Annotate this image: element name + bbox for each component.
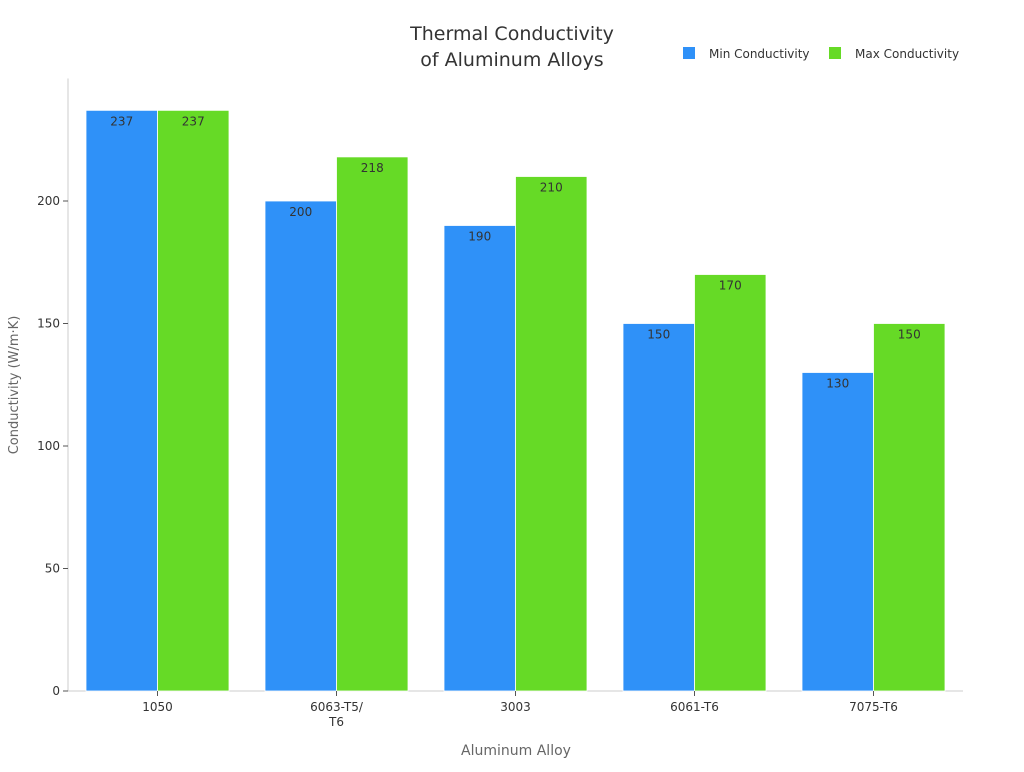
- y-tick-label: 100: [37, 439, 60, 453]
- bar-min: [85, 109, 158, 692]
- data-label: 218: [361, 161, 384, 175]
- legend-label: Max Conductivity: [855, 47, 959, 61]
- data-label: 210: [540, 181, 563, 195]
- data-label: 190: [468, 230, 491, 244]
- x-tick-label: 6061-T6: [670, 700, 719, 714]
- legend-label: Min Conductivity: [709, 47, 810, 61]
- x-tick-label: T6: [328, 715, 344, 729]
- x-tick-label: 1050: [142, 700, 173, 714]
- y-tick-label: 150: [37, 317, 60, 331]
- legend-swatch: [683, 47, 695, 59]
- y-axis-label: Conductivity (W/m·K): [7, 316, 22, 455]
- data-label: 237: [110, 114, 133, 128]
- y-tick-label: 50: [45, 562, 60, 576]
- data-label: 130: [826, 377, 849, 391]
- x-axis-label: Aluminum Alloy: [461, 743, 571, 759]
- bar-max: [515, 176, 588, 692]
- y-tick-label: 200: [37, 194, 60, 208]
- bar-max: [157, 109, 230, 692]
- x-tick-label: 7075-T6: [849, 700, 898, 714]
- bar-max: [336, 156, 409, 692]
- bar-min: [801, 372, 874, 692]
- data-label: 200: [289, 205, 312, 219]
- data-label: 150: [898, 328, 921, 342]
- x-tick-label: 6063-T5/: [310, 700, 364, 714]
- chart-title: of Aluminum Alloys: [420, 49, 603, 71]
- data-label: 237: [182, 114, 205, 128]
- bar-max: [694, 274, 767, 692]
- legend-swatch: [829, 47, 841, 59]
- y-tick-label: 0: [52, 684, 60, 698]
- bar-max: [873, 323, 946, 692]
- data-label: 170: [719, 279, 742, 293]
- x-tick-label: 3003: [500, 700, 531, 714]
- chart-title: Thermal Conductivity: [409, 23, 614, 45]
- data-label: 150: [647, 328, 670, 342]
- bar-min: [443, 225, 516, 692]
- bar-min: [622, 323, 695, 692]
- bar-min: [264, 200, 337, 692]
